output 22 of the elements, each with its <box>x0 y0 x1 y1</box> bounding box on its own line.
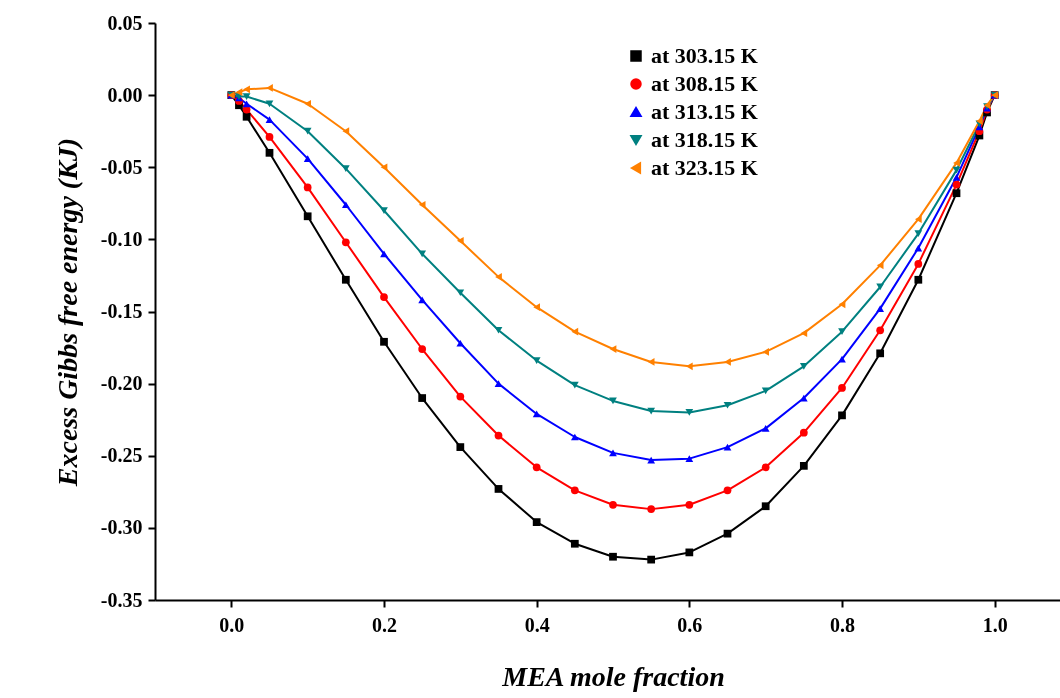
x-tick-label: 0.8 <box>830 613 855 636</box>
y-axis-title: Excess Gibbs free energy (KJ) <box>51 137 83 488</box>
legend-label: at 323.15 K <box>651 155 758 180</box>
legend-label: at 303.15 K <box>651 43 758 68</box>
x-tick-label: 0.6 <box>677 613 703 636</box>
legend-label: at 308.15 K <box>651 71 758 96</box>
x-tick-label: 1.0 <box>982 613 1008 636</box>
x-tick-label: 0.2 <box>372 613 397 636</box>
y-tick-label: -0.20 <box>100 372 143 395</box>
y-tick-label: 0.05 <box>107 11 143 34</box>
y-tick-label: -0.15 <box>100 300 143 322</box>
y-tick-label: -0.35 <box>100 588 143 611</box>
y-tick-label: -0.30 <box>100 516 143 539</box>
y-tick-label: -0.05 <box>100 155 143 178</box>
y-tick-label: -0.25 <box>100 444 143 467</box>
x-axis-title: MEA mole fraction <box>501 660 725 692</box>
legend-label: at 313.15 K <box>651 99 758 124</box>
x-tick-label: 0.4 <box>524 613 550 636</box>
x-tick-label: 0.0 <box>219 613 245 636</box>
y-tick-label: -0.10 <box>100 227 143 250</box>
legend-label: at 318.15 K <box>651 127 758 152</box>
y-tick-label: 0.00 <box>107 83 143 106</box>
